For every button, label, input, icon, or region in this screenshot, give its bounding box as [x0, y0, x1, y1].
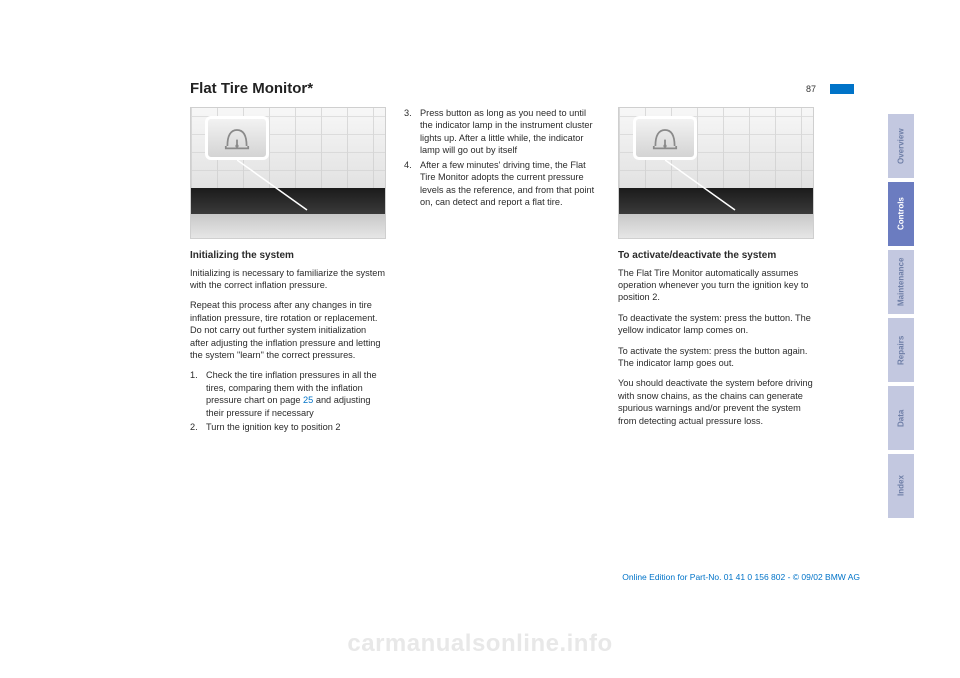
column-2: 3. Press button as long as you need to u… [404, 107, 600, 436]
paragraph: To activate the system: press the button… [618, 345, 814, 370]
section-heading: Initializing the system [190, 249, 386, 263]
figure-dashboard-button [618, 107, 814, 239]
list-number: 2. [190, 421, 202, 433]
tab-controls[interactable]: Controls [888, 182, 914, 246]
list-text: After a few minutes' driving time, the F… [420, 159, 600, 209]
page-title: Flat Tire Monitor* [190, 80, 313, 97]
content-columns: Initializing the system Initializing is … [190, 107, 816, 436]
list-item: 3. Press button as long as you need to u… [404, 107, 600, 157]
edition-footer: Online Edition for Part-No. 01 41 0 156 … [190, 572, 860, 582]
column-1: Initializing the system Initializing is … [190, 107, 386, 436]
tire-pressure-icon [649, 124, 681, 152]
tab-overview[interactable]: Overview [888, 114, 914, 178]
figure-dashboard-button [190, 107, 386, 239]
section-heading: To activate/deactivate the system [618, 249, 814, 263]
tab-repairs[interactable]: Repairs [888, 318, 914, 382]
list-number: 4. [404, 159, 416, 209]
page-number: 87 [806, 80, 816, 94]
paragraph: To deactivate the system: press the butt… [618, 312, 814, 337]
manual-page: Flat Tire Monitor* 87 [0, 0, 960, 678]
tab-data[interactable]: Data [888, 386, 914, 450]
paragraph: Initializing is necessary to familiarize… [190, 267, 386, 292]
list-item: 4. After a few minutes' driving time, th… [404, 159, 600, 209]
list-item: 1. Check the tire inflation pressures in… [190, 369, 386, 419]
paragraph: Repeat this process after any changes in… [190, 299, 386, 361]
page-reference-link[interactable]: 25 [303, 395, 313, 405]
list-text: Check the tire inflation pressures in al… [206, 369, 386, 419]
section-tabs: Overview Controls Maintenance Repairs Da… [888, 114, 914, 518]
list-text: Press button as long as you need to unti… [420, 107, 600, 157]
source-watermark: carmanualsonline.info [0, 630, 960, 658]
paragraph: You should deactivate the system before … [618, 377, 814, 427]
tab-maintenance[interactable]: Maintenance [888, 250, 914, 314]
header-row: Flat Tire Monitor* 87 [190, 80, 816, 97]
page-marker [830, 84, 854, 94]
tire-monitor-button-icon [205, 116, 269, 160]
column-3: To activate/deactivate the system The Fl… [618, 107, 814, 436]
tab-index[interactable]: Index [888, 454, 914, 518]
list-text: Turn the ignition key to position 2 [206, 421, 341, 433]
list-number: 3. [404, 107, 416, 157]
list-number: 1. [190, 369, 202, 419]
tire-monitor-button-icon [633, 116, 697, 160]
paragraph: The Flat Tire Monitor automatically assu… [618, 267, 814, 304]
list-item: 2. Turn the ignition key to position 2 [190, 421, 386, 433]
tire-pressure-icon [221, 124, 253, 152]
